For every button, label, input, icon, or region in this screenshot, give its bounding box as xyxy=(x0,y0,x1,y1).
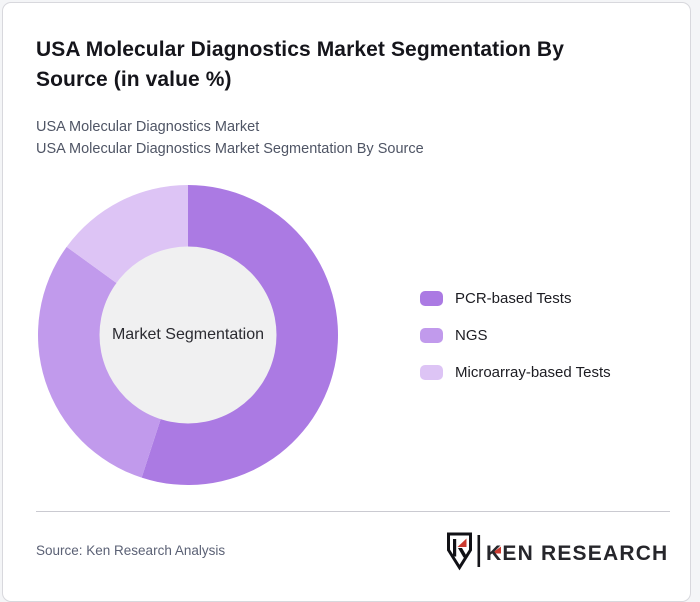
logo-wordmark: KEN RESEARCH xyxy=(486,542,668,565)
legend-label: NGS xyxy=(455,327,488,344)
legend-item-microarray: Microarray-based Tests xyxy=(420,364,611,381)
legend-label: PCR-based Tests xyxy=(455,290,572,307)
breadcrumb-line-segmentation: USA Molecular Diagnostics Market Segment… xyxy=(36,141,424,157)
donut-chart xyxy=(38,185,338,485)
legend-swatch-icon xyxy=(420,328,443,343)
footer-divider xyxy=(36,511,670,512)
logo-red-triangle-icon xyxy=(491,546,501,554)
ken-research-shield-icon xyxy=(447,532,472,571)
breadcrumb-line-market: USA Molecular Diagnostics Market xyxy=(36,119,260,135)
source-attribution: Source: Ken Research Analysis xyxy=(36,543,226,558)
donut-chart-area: Market Segmentation xyxy=(38,185,338,485)
page-title: USA Molecular Diagnostics Market Segment… xyxy=(36,38,564,91)
legend-item-ngs: NGS xyxy=(420,327,611,344)
legend-swatch-icon xyxy=(420,365,443,380)
legend-swatch-icon xyxy=(420,291,443,306)
legend-label: Microarray-based Tests xyxy=(455,364,611,381)
donut-hole xyxy=(99,246,277,424)
breadcrumb: USA Molecular Diagnostics Market USA Mol… xyxy=(36,116,424,160)
legend-item-pcr: PCR-based Tests xyxy=(420,290,611,307)
ken-research-logo: KEN RESEARCH xyxy=(446,530,670,572)
logo-separator xyxy=(477,535,481,567)
chart-legend: PCR-based Tests NGS Microarray-based Tes… xyxy=(420,290,611,402)
